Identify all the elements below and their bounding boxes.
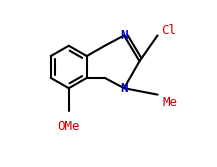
Text: N: N [120,29,128,42]
Text: Cl: Cl [161,25,176,37]
Text: N: N [120,82,128,95]
Text: Me: Me [162,96,177,109]
Text: OMe: OMe [58,120,80,133]
